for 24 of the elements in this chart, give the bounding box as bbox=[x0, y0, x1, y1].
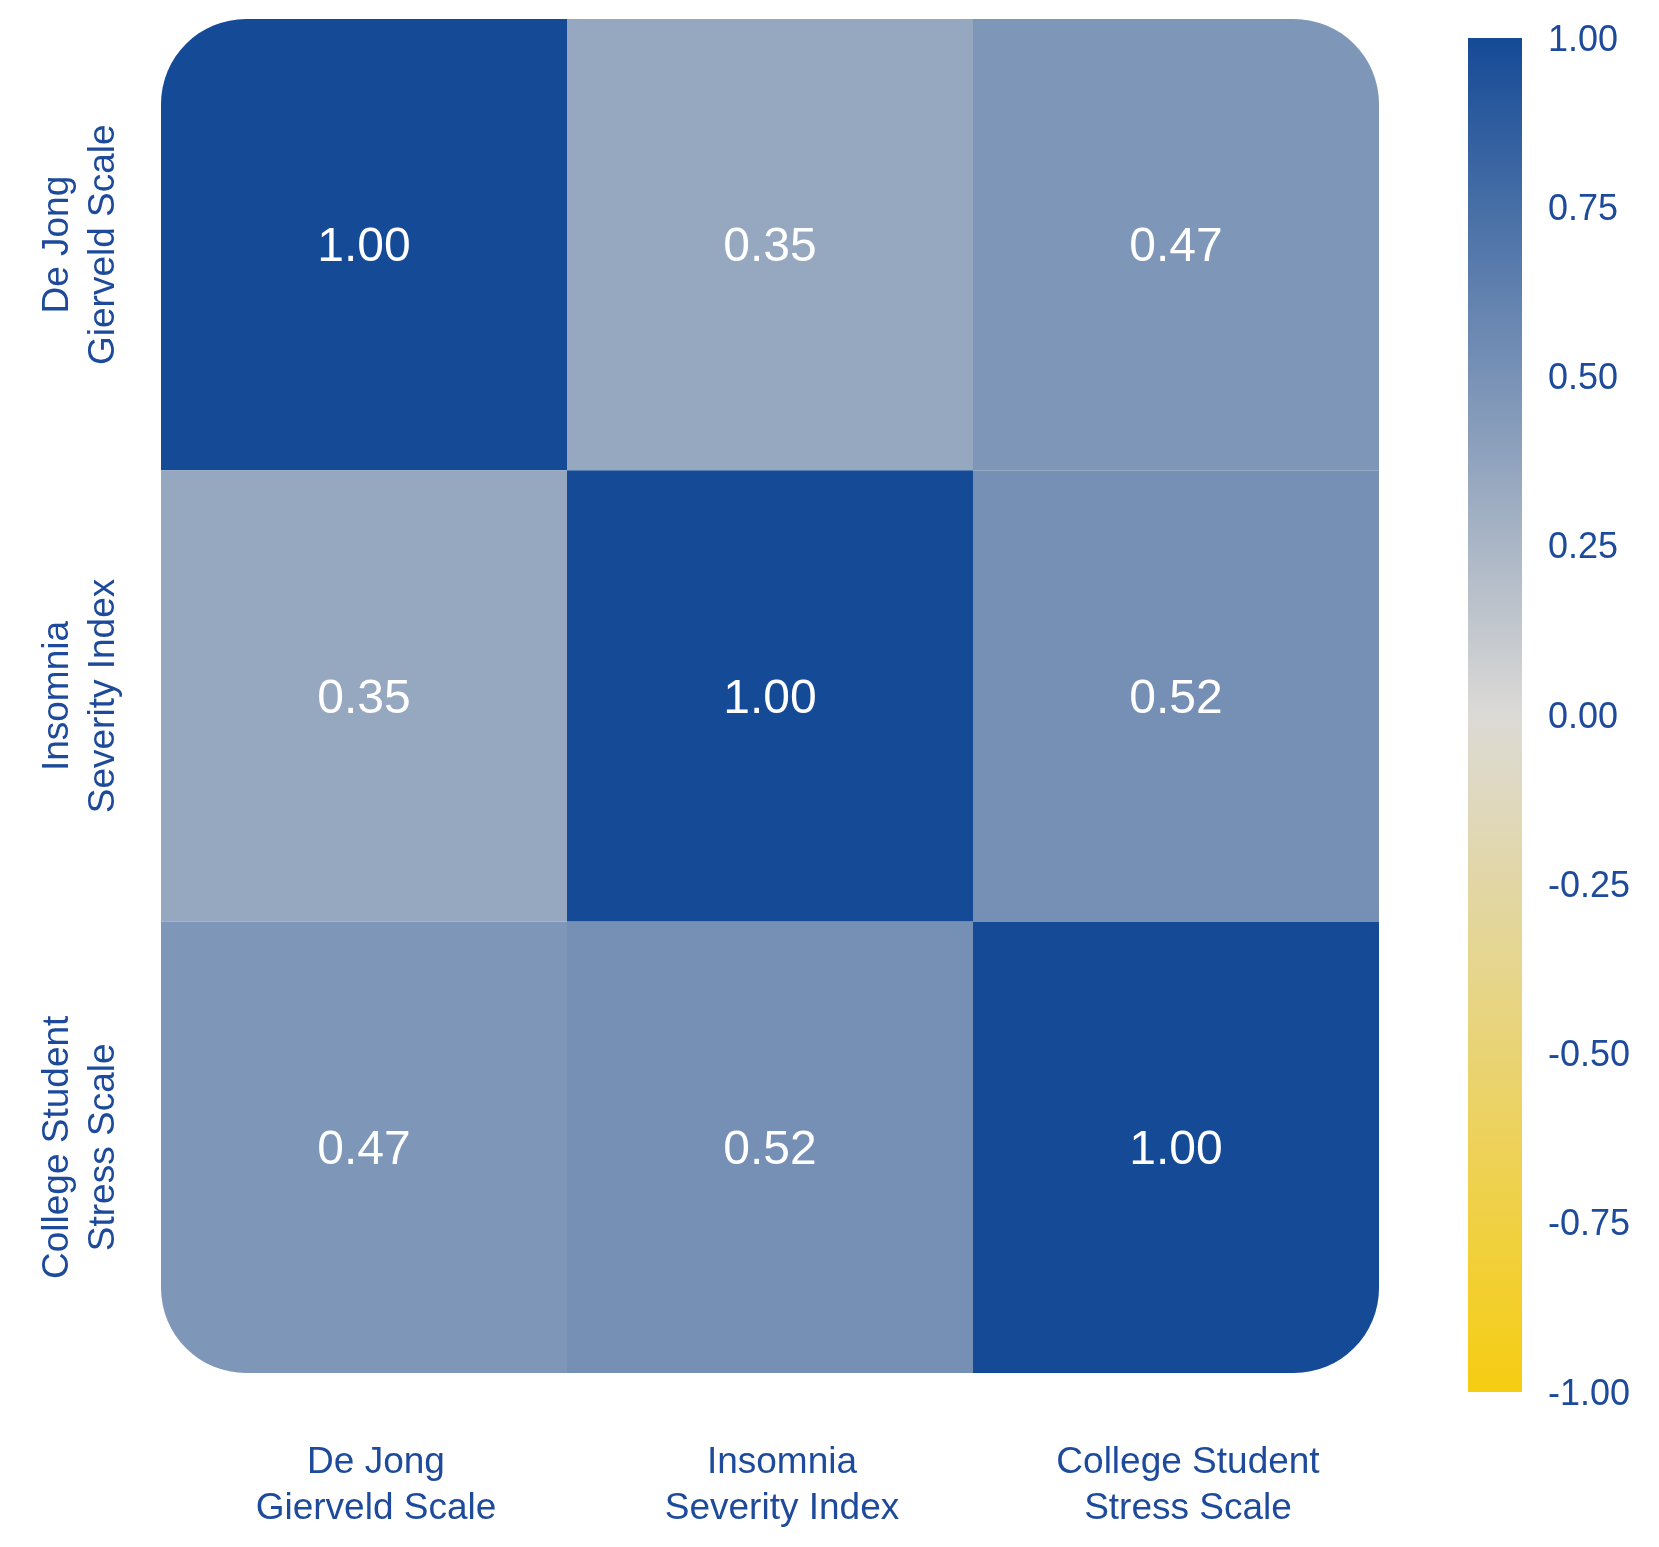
color-bar-label: 1.00 bbox=[1548, 17, 1619, 59]
data-label: 0.35 bbox=[317, 669, 411, 723]
y-tick-label: Insomnia Severity Index bbox=[35, 578, 122, 814]
color-bar-label: -0.50 bbox=[1548, 1033, 1631, 1075]
x-tick-label: Insomnia Severity Index bbox=[664, 1440, 900, 1527]
data-label: 0.52 bbox=[1129, 669, 1223, 723]
data-label: 1.00 bbox=[317, 218, 411, 272]
color-bar-label: 0.25 bbox=[1548, 525, 1619, 567]
color-bar-label: -0.75 bbox=[1548, 1202, 1631, 1244]
color-bar-label: 0.75 bbox=[1548, 186, 1619, 228]
color-bar-label: -1.00 bbox=[1548, 1371, 1631, 1413]
data-label: 0.47 bbox=[317, 1121, 411, 1175]
y-tick-label: De Jong Gierveld Scale bbox=[35, 124, 122, 365]
color-bar-label: 0.50 bbox=[1548, 356, 1619, 398]
data-label: 0.35 bbox=[723, 218, 817, 272]
data-label: 0.52 bbox=[723, 1121, 817, 1175]
data-label: 1.00 bbox=[1129, 1121, 1223, 1175]
x-tick-label: De Jong Gierveld Scale bbox=[255, 1440, 497, 1527]
x-tick-label: College Student Stress Scale bbox=[1056, 1440, 1321, 1527]
color-bar-label: -0.25 bbox=[1548, 863, 1631, 905]
y-tick-label: College Student Stress Scale bbox=[35, 1014, 122, 1279]
color-bar-label: 0.00 bbox=[1548, 694, 1619, 736]
data-label: 0.47 bbox=[1129, 218, 1223, 272]
data-label: 1.00 bbox=[723, 669, 817, 723]
